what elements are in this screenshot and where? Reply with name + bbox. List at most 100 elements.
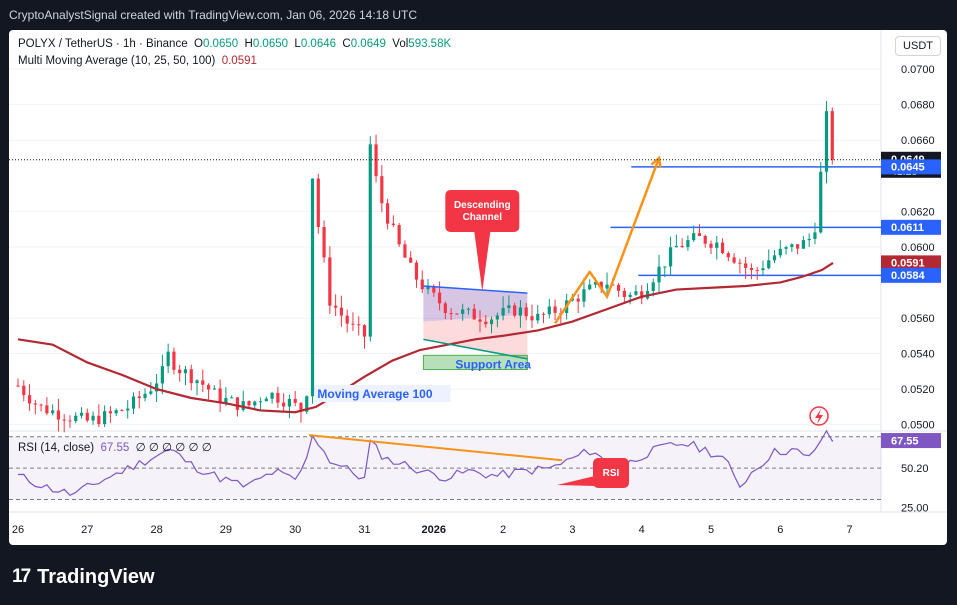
candle-body xyxy=(593,281,598,285)
candle-body xyxy=(617,284,621,291)
symbol-label[interactable]: POLYX / TetherUS · 1h · Binance xyxy=(18,38,188,50)
candle-body xyxy=(212,388,216,390)
price-tick-label: 0.0620 xyxy=(901,206,935,218)
rsi-name[interactable]: RSI (14, close) xyxy=(18,442,95,454)
candle-body xyxy=(16,385,20,387)
candle-body xyxy=(206,384,211,390)
close-value: 0.0649 xyxy=(350,38,386,50)
candle-body xyxy=(368,144,372,337)
candle-body xyxy=(131,396,136,409)
candle-body xyxy=(409,257,413,263)
candle-body xyxy=(362,325,367,337)
candle-body xyxy=(276,392,280,403)
candle-body xyxy=(715,242,719,248)
support-area-box xyxy=(422,354,528,371)
candle-body xyxy=(507,305,511,309)
candle-body xyxy=(264,398,268,402)
price-tag-bg xyxy=(881,159,941,175)
time-tick-label: 7 xyxy=(847,524,853,536)
channel-upper-fill xyxy=(423,286,528,322)
price-tag-value: 0.0584 xyxy=(891,270,926,282)
candle-body xyxy=(432,286,436,293)
rsi-legend-extra: ∅ ∅ ∅ ∅ ∅ ∅ xyxy=(135,442,212,454)
candle-body xyxy=(530,316,534,321)
candle-body xyxy=(599,281,603,289)
candle-body xyxy=(339,307,343,316)
candle-body xyxy=(472,308,476,320)
candle-body xyxy=(807,238,811,241)
candle-body xyxy=(784,247,788,249)
vol-label: Vol xyxy=(392,38,409,50)
candle-body xyxy=(536,313,540,321)
attribution: CryptoAnalystSignal created with Trading… xyxy=(9,8,417,22)
volume-value: 593.58K xyxy=(408,38,452,50)
candle-body xyxy=(22,385,26,396)
candle-body xyxy=(495,315,499,320)
candle-body xyxy=(686,240,690,248)
candle-body xyxy=(668,247,673,267)
candle-body xyxy=(189,369,193,384)
candle-body xyxy=(258,401,263,403)
candle-body xyxy=(663,266,667,268)
candle-body xyxy=(334,305,338,308)
c-label: C xyxy=(342,38,351,50)
rsi-tick-label: 50.20 xyxy=(901,463,929,475)
candle-body xyxy=(622,290,626,298)
candle-body xyxy=(114,410,118,414)
candle-body xyxy=(582,289,586,302)
candle-body xyxy=(224,397,228,404)
candle-body xyxy=(391,223,395,226)
price-tick-label: 0.0560 xyxy=(901,313,935,325)
rsi-tick-label: 25.00 xyxy=(901,502,929,514)
candle-body xyxy=(345,315,349,324)
candle-body xyxy=(299,402,303,412)
candle-body xyxy=(316,178,320,228)
candle-body xyxy=(33,403,37,405)
rsi-trendline xyxy=(308,434,563,462)
candle-body xyxy=(56,410,61,420)
candle-body xyxy=(726,253,730,258)
time-tick-label: 6 xyxy=(777,524,783,536)
candle-body xyxy=(183,369,188,374)
candle-body xyxy=(605,284,609,289)
l-label: L xyxy=(294,38,301,50)
candle-body xyxy=(824,111,829,172)
time-tick-label: 27 xyxy=(81,524,93,536)
time-tick-label: 28 xyxy=(150,524,162,536)
candle-body xyxy=(103,411,107,425)
chart-panel[interactable]: 0.0700 0.0680 0.0660 0.0620 0.0600 0.0560 0.05… xyxy=(9,30,947,545)
descending-channel-text-1: Descending xyxy=(454,200,511,211)
candle-body xyxy=(172,351,176,370)
candle-body xyxy=(310,178,315,397)
chart-svg[interactable]: 0.0700 0.0680 0.0660 0.0620 0.0600 0.0560 0.05… xyxy=(9,30,947,545)
time-tick-label: 29 xyxy=(220,524,232,536)
currency-button[interactable]: USDT xyxy=(895,36,941,56)
o-label: O xyxy=(194,38,203,50)
candle-body xyxy=(195,380,199,384)
candle-body xyxy=(732,257,736,263)
price-tick-label: 0.0700 xyxy=(901,64,935,76)
h-label: H xyxy=(244,38,253,50)
moving-average-100-line xyxy=(17,261,834,414)
candle-body xyxy=(761,268,765,271)
candle-body xyxy=(235,397,240,410)
projection-arrow xyxy=(554,157,661,325)
candle-body xyxy=(628,294,632,298)
ma-indicator-name[interactable]: Multi Moving Average (10, 25, 50, 100) xyxy=(18,55,216,67)
candle-body xyxy=(576,298,580,302)
candle-body xyxy=(466,308,471,310)
candle-body xyxy=(588,284,592,290)
candle-body xyxy=(305,396,309,412)
candle-body xyxy=(120,410,124,412)
time-tick-label: 30 xyxy=(289,524,301,536)
candle-body xyxy=(178,369,182,374)
candle-body xyxy=(801,240,805,249)
rsi-legend-value: 67.55 xyxy=(100,442,130,454)
price-tag-value: 0.0611 xyxy=(891,222,924,234)
candle-body xyxy=(426,286,430,290)
time-tick-label: 5 xyxy=(708,524,714,536)
price-tick-label: 0.0680 xyxy=(901,100,935,112)
candle-body xyxy=(253,401,257,406)
channel-upper-line xyxy=(423,285,528,294)
candle-body xyxy=(403,244,407,258)
